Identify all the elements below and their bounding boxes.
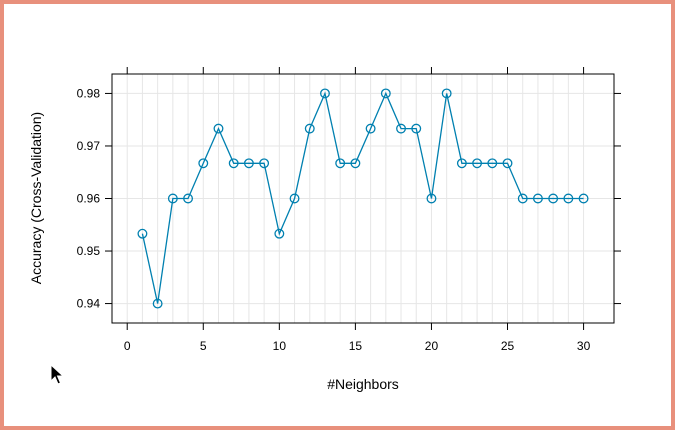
data-point <box>502 158 513 169</box>
data-point <box>396 123 406 134</box>
data-point <box>426 193 437 204</box>
data-point <box>335 158 346 169</box>
data-point <box>380 88 391 99</box>
data-point <box>411 123 422 134</box>
data-point <box>456 158 467 169</box>
accuracy-line <box>141 91 584 304</box>
data-point <box>137 228 148 239</box>
data-point <box>259 158 270 169</box>
data-point <box>228 158 239 169</box>
series-line <box>137 88 589 309</box>
data-point <box>532 193 543 204</box>
x-tick-label: 20 <box>425 339 439 353</box>
x-tick-label: 10 <box>273 339 287 353</box>
axis-ticks: 0 5 10 15 20 25 30 0.94 0.95 0.96 0.97 0.98 <box>77 67 621 353</box>
data-point <box>320 88 330 99</box>
data-point <box>487 158 498 169</box>
y-tick-label: 0.98 <box>77 86 101 100</box>
y-tick-label: 0.97 <box>77 139 101 153</box>
data-point <box>548 193 559 204</box>
data-point <box>563 193 574 204</box>
x-tick-label: 0 <box>124 339 131 353</box>
data-point <box>167 193 178 204</box>
data-point <box>350 158 361 169</box>
x-tick-label: 15 <box>349 339 363 353</box>
data-point <box>274 228 285 239</box>
x-tick-label: 25 <box>501 339 515 353</box>
data-point <box>183 193 194 204</box>
data-point <box>304 123 315 134</box>
data-point <box>578 193 589 204</box>
y-tick-label: 0.95 <box>77 244 101 258</box>
x-tick-label: 5 <box>200 339 207 353</box>
y-tick-label: 0.94 <box>77 297 101 311</box>
data-point <box>198 158 209 169</box>
data-point <box>289 193 300 204</box>
y-tick-label: 0.96 <box>77 192 101 206</box>
data-point <box>243 158 254 169</box>
x-axis-label: #Neighbors <box>327 376 399 392</box>
y-axis-label: Accuracy (Cross-Validation) <box>28 112 44 284</box>
data-point <box>213 123 224 134</box>
data-point <box>472 158 483 169</box>
x-tick-label: 30 <box>577 339 591 353</box>
data-point <box>365 123 376 134</box>
data-point <box>152 298 163 309</box>
data-point <box>517 193 528 204</box>
data-point <box>441 88 452 99</box>
